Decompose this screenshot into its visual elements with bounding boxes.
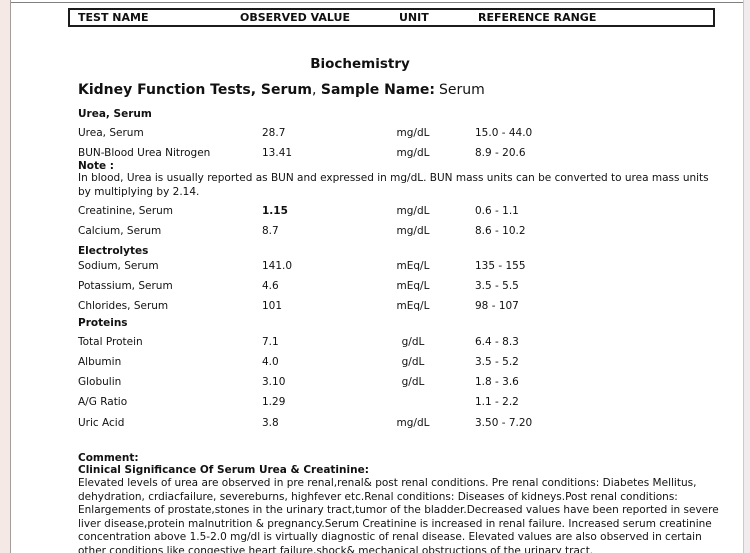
clinical-significance-heading: Clinical Significance Of Serum Urea & Cr… bbox=[78, 464, 369, 476]
table-row-potassium: Potassium, Serum 4.6 mEq/L 3.5 - 5.5 bbox=[78, 280, 718, 292]
unit: g/dL bbox=[401, 376, 425, 388]
test-name: Globulin bbox=[78, 376, 122, 388]
observed-value: 141.0 bbox=[262, 260, 293, 272]
table-row-chlorides: Chlorides, Serum 101 mEq/L 98 - 107 bbox=[78, 300, 718, 312]
unit bbox=[392, 396, 434, 408]
reference-range: 3.50 - 7.20 bbox=[475, 417, 533, 429]
table-row-ag-ratio: A/G Ratio 1.29 1.1 - 2.2 bbox=[78, 396, 718, 408]
observed-value: 3.8 bbox=[262, 417, 279, 429]
unit: mg/dL bbox=[396, 225, 430, 237]
page-top-border-line bbox=[11, 2, 743, 3]
test-name: Creatinine, Serum bbox=[78, 205, 174, 217]
unit: mg/dL bbox=[396, 417, 430, 429]
clinical-significance-text: Elevated levels of urea are observed in … bbox=[78, 477, 719, 553]
observed-value: 101 bbox=[262, 300, 283, 312]
section-header-electrolytes: Electrolytes bbox=[78, 245, 149, 257]
observed-value: 3.10 bbox=[262, 376, 286, 388]
table-row-creatinine: Creatinine, Serum 1.15 mg/dL 0.6 - 1.1 bbox=[78, 205, 718, 217]
results-table-header: TEST NAME OBSERVED VALUE UNIT REFERENCE … bbox=[68, 8, 715, 27]
report-subtitle: Kidney Function Tests, Serum, Sample Nam… bbox=[78, 82, 485, 98]
table-row-uric-acid: Uric Acid 3.8 mg/dL 3.50 - 7.20 bbox=[78, 417, 718, 429]
table-row-total-protein: Total Protein 7.1 g/dL 6.4 - 8.3 bbox=[78, 336, 718, 348]
reference-range: 135 - 155 bbox=[475, 260, 526, 272]
reference-range: 98 - 107 bbox=[475, 300, 519, 312]
subtitle-separator: , bbox=[311, 82, 321, 98]
unit: g/dL bbox=[401, 336, 425, 348]
test-name: Albumin bbox=[78, 356, 122, 368]
test-name: Calcium, Serum bbox=[78, 225, 162, 237]
test-name: Sodium, Serum bbox=[78, 260, 159, 272]
test-name: BUN-Blood Urea Nitrogen bbox=[78, 147, 211, 159]
test-name: Chlorides, Serum bbox=[78, 300, 169, 312]
unit: g/dL bbox=[401, 356, 425, 368]
page-right-border-line bbox=[743, 0, 744, 553]
unit: mg/dL bbox=[396, 205, 430, 217]
observed-value: 1.15 bbox=[262, 205, 288, 217]
table-row-sodium: Sodium, Serum 141.0 mEq/L 135 - 155 bbox=[78, 260, 718, 272]
report-section-title: Biochemistry bbox=[310, 56, 410, 72]
reference-range: 1.1 - 2.2 bbox=[475, 396, 519, 408]
test-name: Total Protein bbox=[78, 336, 143, 348]
column-header-test-name: TEST NAME bbox=[78, 11, 149, 24]
page-left-border-line bbox=[10, 0, 11, 553]
unit: mg/dL bbox=[396, 127, 430, 139]
sample-name-value: Serum bbox=[439, 82, 485, 98]
observed-value: 8.7 bbox=[262, 225, 279, 237]
section-header-urea-serum: Urea, Serum bbox=[78, 108, 152, 120]
test-name: Potassium, Serum bbox=[78, 280, 173, 292]
unit: mEq/L bbox=[396, 280, 430, 292]
observed-value: 13.41 bbox=[262, 147, 293, 159]
unit: mEq/L bbox=[396, 260, 430, 272]
page-left-margin-strip bbox=[0, 0, 10, 553]
reference-range: 8.6 - 10.2 bbox=[475, 225, 526, 237]
reference-range: 0.6 - 1.1 bbox=[475, 205, 519, 217]
observed-value: 28.7 bbox=[262, 127, 286, 139]
panel-name: Kidney Function Tests, Serum bbox=[78, 82, 312, 98]
reference-range: 3.5 - 5.5 bbox=[475, 280, 519, 292]
test-name: A/G Ratio bbox=[78, 396, 128, 408]
observed-value: 4.0 bbox=[262, 356, 279, 368]
reference-range: 6.4 - 8.3 bbox=[475, 336, 519, 348]
observed-value: 4.6 bbox=[262, 280, 279, 292]
section-header-proteins: Proteins bbox=[78, 317, 128, 329]
comment-label: Comment: bbox=[78, 452, 139, 464]
column-header-unit: UNIT bbox=[399, 11, 429, 24]
test-name: Uric Acid bbox=[78, 417, 125, 429]
table-row-bun: BUN-Blood Urea Nitrogen 13.41 mg/dL 8.9 … bbox=[78, 147, 718, 159]
reference-range: 8.9 - 20.6 bbox=[475, 147, 526, 159]
table-row-albumin: Albumin 4.0 g/dL 3.5 - 5.2 bbox=[78, 356, 718, 368]
reference-range: 1.8 - 3.6 bbox=[475, 376, 519, 388]
table-row-calcium: Calcium, Serum 8.7 mg/dL 8.6 - 10.2 bbox=[78, 225, 718, 237]
table-row-urea: Urea, Serum 28.7 mg/dL 15.0 - 44.0 bbox=[78, 127, 718, 139]
unit: mEq/L bbox=[396, 300, 430, 312]
reference-range: 15.0 - 44.0 bbox=[475, 127, 533, 139]
page-right-margin-strip bbox=[744, 0, 750, 553]
test-name: Urea, Serum bbox=[78, 127, 144, 139]
column-header-reference-range: REFERENCE RANGE bbox=[478, 11, 597, 24]
unit: mg/dL bbox=[396, 147, 430, 159]
table-row-globulin: Globulin 3.10 g/dL 1.8 - 3.6 bbox=[78, 376, 718, 388]
reference-range: 3.5 - 5.2 bbox=[475, 356, 519, 368]
note-label: Note : bbox=[78, 160, 114, 172]
sample-name-label: Sample Name: bbox=[320, 82, 436, 98]
observed-value: 1.29 bbox=[262, 396, 286, 408]
observed-value: 7.1 bbox=[262, 336, 279, 348]
column-header-observed-value: OBSERVED VALUE bbox=[240, 11, 350, 24]
note-text: In blood, Urea is usually reported as BU… bbox=[78, 172, 709, 198]
